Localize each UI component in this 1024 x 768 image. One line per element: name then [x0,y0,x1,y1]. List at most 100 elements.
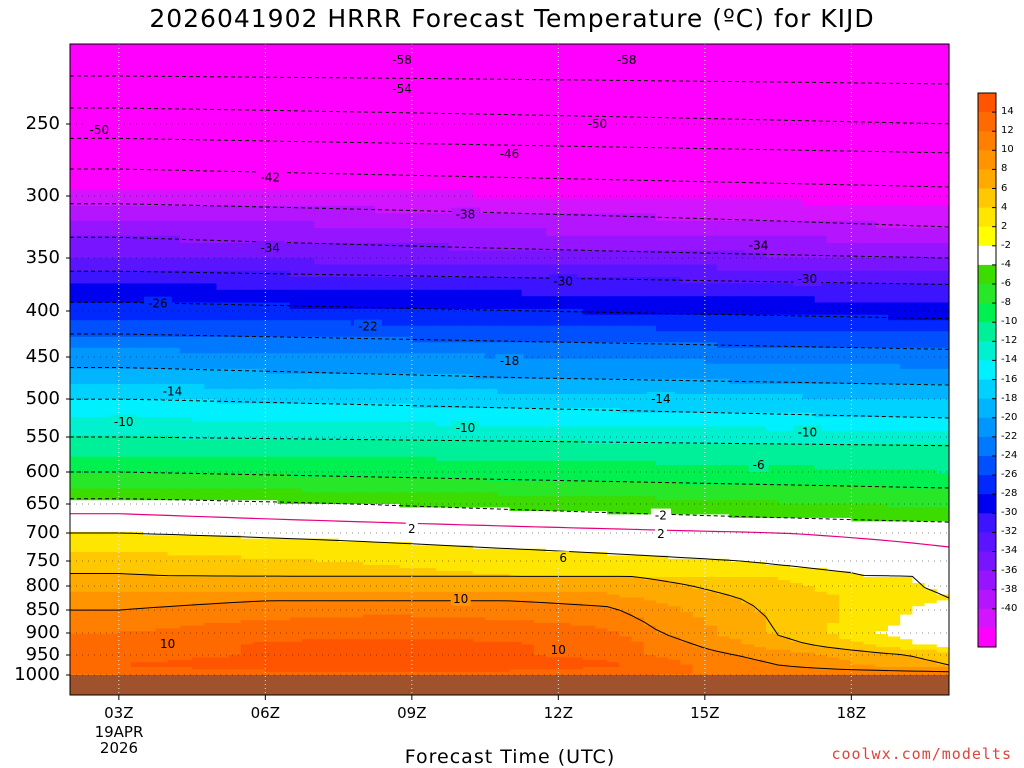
temperature-cell [472,521,486,526]
temperature-cell [204,600,218,604]
temperature-cell [118,514,132,519]
temperature-cell [375,111,388,122]
temperature-cell [485,597,498,601]
temperature-cell [167,452,181,458]
temperature-cell [314,671,327,675]
temperature-cell [167,228,181,237]
temperature-cell [289,477,303,482]
temperature-cell [350,347,364,354]
temperature-cell [509,383,523,390]
temperature-cell [228,488,242,493]
temperature-cell [265,205,279,214]
temperature-cell [216,228,230,237]
temperature-cell [70,473,83,478]
temperature-cell [363,213,376,222]
temperature-cell [94,220,108,229]
temperature-cell [277,101,291,112]
temperature-cell [302,504,315,509]
temperature-cell [179,552,193,556]
temperature-cell [167,594,181,599]
temperature-cell [436,477,450,482]
temperature-cell [448,528,462,533]
temperature-cell [179,659,193,663]
temperature-cell [399,421,413,427]
temperature-cell [106,574,120,578]
temperature-cell [509,213,523,222]
temperature-cell [448,138,462,148]
temperature-cell [509,388,523,395]
temperature-cell [82,524,95,529]
temperature-cell [497,571,511,575]
temperature-cell [436,368,450,375]
temperature-cell [472,611,486,616]
temperature-cell [82,181,95,191]
temperature-cell [167,524,181,529]
temperature-cell [94,173,108,183]
temperature-cell [192,72,205,83]
temperature-cell [228,657,242,661]
temperature-cell [509,664,523,668]
temperature-cell [387,609,401,613]
temperature-cell [363,417,376,423]
temperature-cell [326,667,340,670]
temperature-cell [375,82,388,93]
temperature-cell [326,363,340,370]
temperature-cell [497,562,511,566]
temperature-cell [228,264,242,272]
temperature-cell [216,620,230,624]
temperature-cell [228,492,242,497]
temperature-cell [411,620,425,624]
temperature-cell [387,524,401,529]
temperature-cell [424,243,437,252]
temperature-cell [106,657,120,661]
temperature-cell [314,586,327,590]
temperature-cell [167,507,181,512]
temperature-cell [265,336,279,343]
temperature-cell [472,325,486,332]
temperature-cell [204,586,218,590]
temperature-cell [143,228,157,237]
temperature-cell [118,228,132,237]
temperature-cell [179,568,193,572]
temperature-cell [436,492,450,497]
temperature-cell [350,614,364,618]
temperature-cell [94,671,108,675]
temperature-cell [375,538,388,543]
temperature-cell [472,439,486,445]
temperature-cell [448,641,462,645]
temperature-cell [277,657,291,661]
temperature-cell [143,363,157,370]
temperature-cell [460,164,474,174]
temperature-cell [326,649,340,653]
temperature-cell [338,394,352,400]
temperature-cell [204,652,218,656]
temperature-cell [436,603,450,607]
temperature-cell [106,173,120,183]
temperature-cell [485,347,498,354]
temperature-cell [338,521,352,526]
temperature-cell [94,488,108,493]
temperature-cell [411,363,425,370]
temperature-cell [240,270,254,278]
temperature-cell [399,628,413,632]
temperature-cell [448,671,462,675]
temperature-cell [265,481,279,486]
temperature-cell [179,120,193,131]
temperature-cell [131,190,144,199]
temperature-cell [436,528,450,533]
temperature-cell [338,250,352,259]
temperature-cell [118,481,132,486]
temperature-cell [509,417,523,423]
temperature-cell [509,507,523,512]
temperature-cell [179,649,193,653]
temperature-cell [155,173,169,183]
temperature-cell [228,235,242,244]
temperature-cell [399,92,413,103]
temperature-cell [387,562,401,566]
temperature-cell [131,586,144,590]
temperature-cell [70,417,83,423]
temperature-cell [521,129,535,139]
temperature-cell [448,552,462,556]
temperature-cell [155,258,169,265]
temperature-cell [399,63,413,74]
